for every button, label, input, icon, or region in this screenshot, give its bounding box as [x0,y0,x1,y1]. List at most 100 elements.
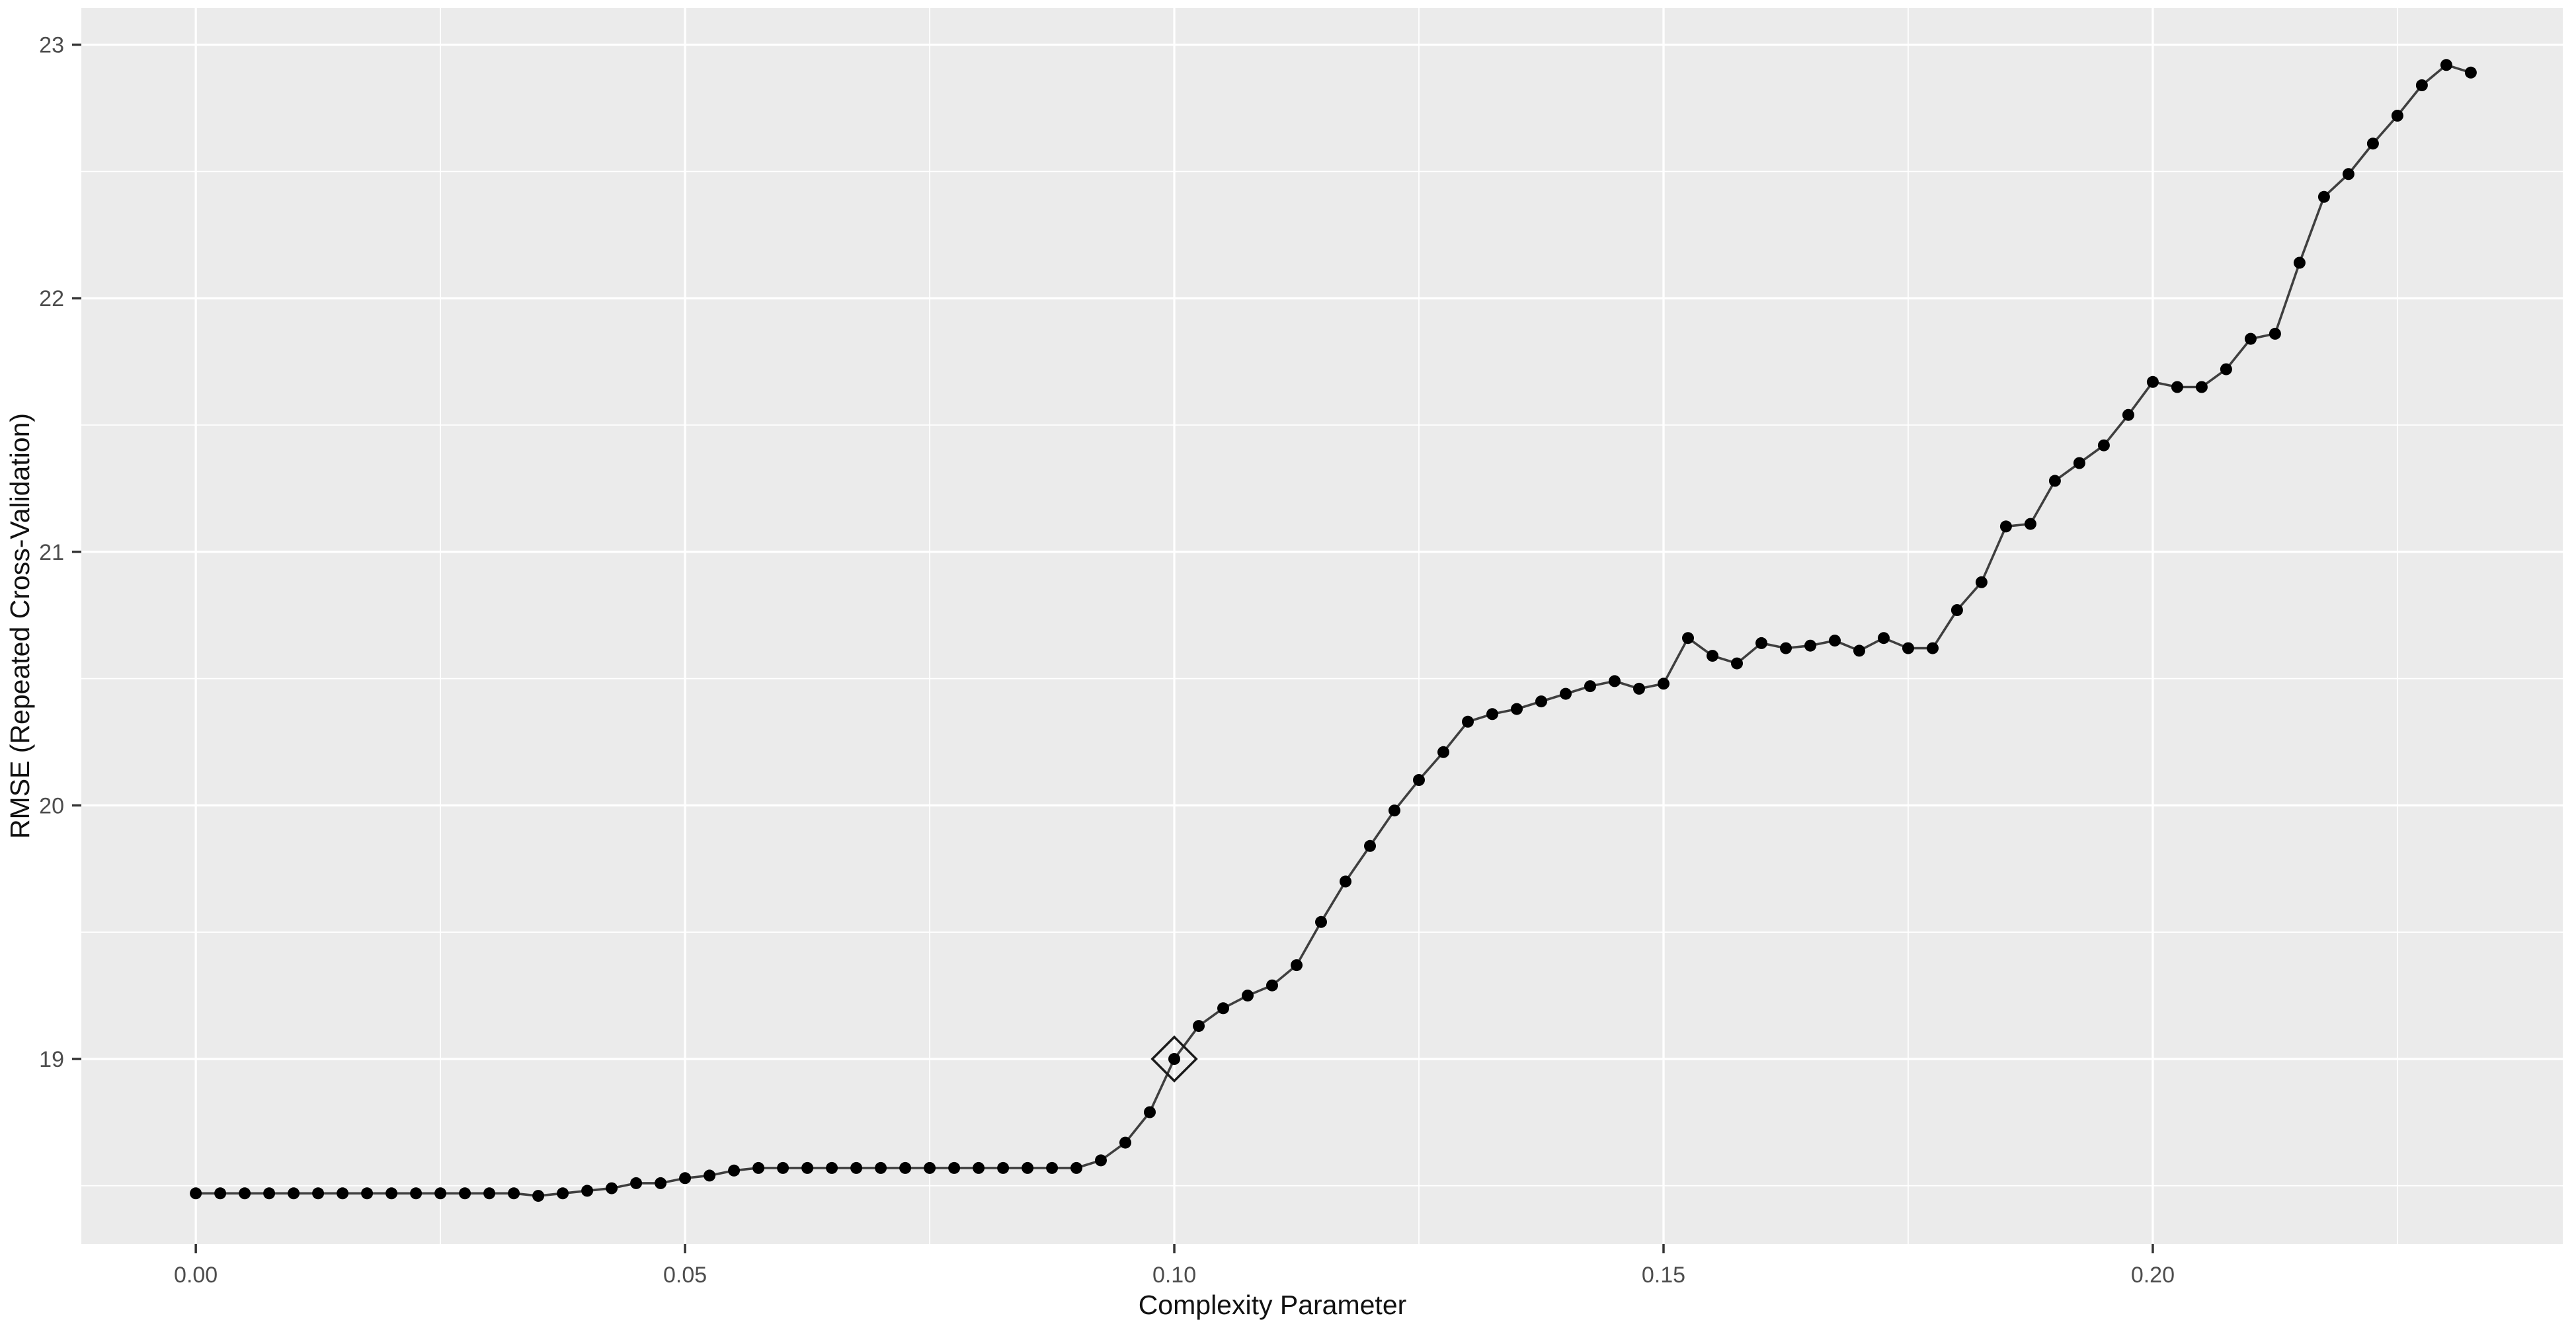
data-point [606,1182,618,1194]
data-point [459,1187,471,1200]
data-point [1364,840,1376,852]
data-point [1413,774,1425,786]
data-point [1144,1106,1156,1118]
best-cp-diamond-marker [1150,1035,1198,1083]
data-point [1633,682,1645,695]
data-point [997,1161,1010,1174]
data-point [2244,332,2257,345]
y-tick-label: 20 [39,793,64,818]
data-point [2440,59,2452,71]
x-tick-label: 0.05 [663,1263,707,1288]
data-point [288,1187,300,1200]
data-point [337,1187,349,1200]
data-point [1975,576,1988,588]
y-tick-label: 19 [39,1047,64,1072]
data-point [1340,875,1351,888]
data-point [2048,475,2061,487]
data-point [1315,916,1327,928]
data-point [1217,1002,1229,1015]
y-axis-title: RMSE (Repeated Cross-Validation) [5,413,35,839]
data-point [483,1187,496,1200]
data-point [2415,79,2428,91]
data-point [2366,137,2379,150]
data-point [875,1161,887,1174]
data-point [655,1177,667,1189]
data-point [704,1169,716,1182]
x-tick-label: 0.20 [2131,1263,2175,1288]
data-point [1780,642,1792,654]
data-point [2464,66,2477,79]
data-point [1266,979,1278,992]
data-point [850,1161,863,1174]
data-point [1119,1136,1131,1149]
data-point [630,1177,643,1189]
data-point [1927,642,1939,654]
data-point [1682,632,1694,644]
data-point [385,1187,398,1200]
data-point [1560,687,1572,700]
data-point [2317,190,2330,203]
data-point [2073,457,2085,469]
data-point [2195,381,2208,393]
data-point [1389,804,1400,817]
data-point [679,1172,692,1185]
x-axis-tick-labels: 0.00 0.05 0.10 0.15 0.20 [174,1263,2175,1288]
data-point [239,1187,251,1200]
y-tick-label: 21 [39,540,64,565]
data-point [1486,708,1498,721]
x-tick-label: 0.15 [1642,1263,1685,1288]
data-point [1437,746,1449,758]
y-tick-label: 22 [39,286,64,311]
data-point [899,1161,912,1174]
y-axis-tick-labels: 19 20 21 22 23 [39,33,64,1072]
data-point [1168,1053,1180,1065]
data-point [1462,715,1474,728]
data-point [508,1187,520,1200]
data-point [2146,375,2159,388]
data-point [1902,642,1914,654]
data-point [1609,675,1621,687]
data-point [434,1187,447,1200]
data-point [581,1185,594,1197]
axis-tick-marks [72,43,2154,1253]
data-point [1853,644,1865,657]
data-point [1804,639,1816,652]
minor-gridlines [81,8,2563,1244]
data-point [826,1161,838,1174]
data-point [1731,657,1743,670]
data-point [1095,1154,1107,1167]
data-point [1829,635,1841,647]
rmse-series-points [190,59,2477,1202]
data-point [214,1187,227,1200]
x-axis-title: Complexity Parameter [1139,1290,1407,1320]
data-point [1242,990,1254,1002]
data-point [361,1187,374,1200]
x-tick-label: 0.00 [174,1263,218,1288]
data-point [924,1161,936,1174]
data-point [1707,650,1718,662]
data-point [2342,168,2355,180]
data-point [2293,256,2306,269]
x-tick-label: 0.10 [1152,1263,1196,1288]
data-point [1046,1161,1059,1174]
data-point [2122,409,2134,421]
data-point [557,1187,569,1200]
data-point [1999,520,2012,533]
data-point [2220,363,2232,375]
data-point [1584,680,1596,693]
data-point [801,1161,814,1174]
data-point [728,1164,741,1177]
data-point [752,1161,765,1174]
data-point [2269,327,2281,340]
data-point [1535,695,1547,708]
data-point [312,1187,325,1200]
data-point [190,1187,202,1200]
data-point [2024,518,2036,530]
data-point [1658,678,1670,690]
data-point [1878,632,1890,644]
data-point [1022,1161,1034,1174]
data-point [263,1187,276,1200]
data-point [2097,439,2110,451]
